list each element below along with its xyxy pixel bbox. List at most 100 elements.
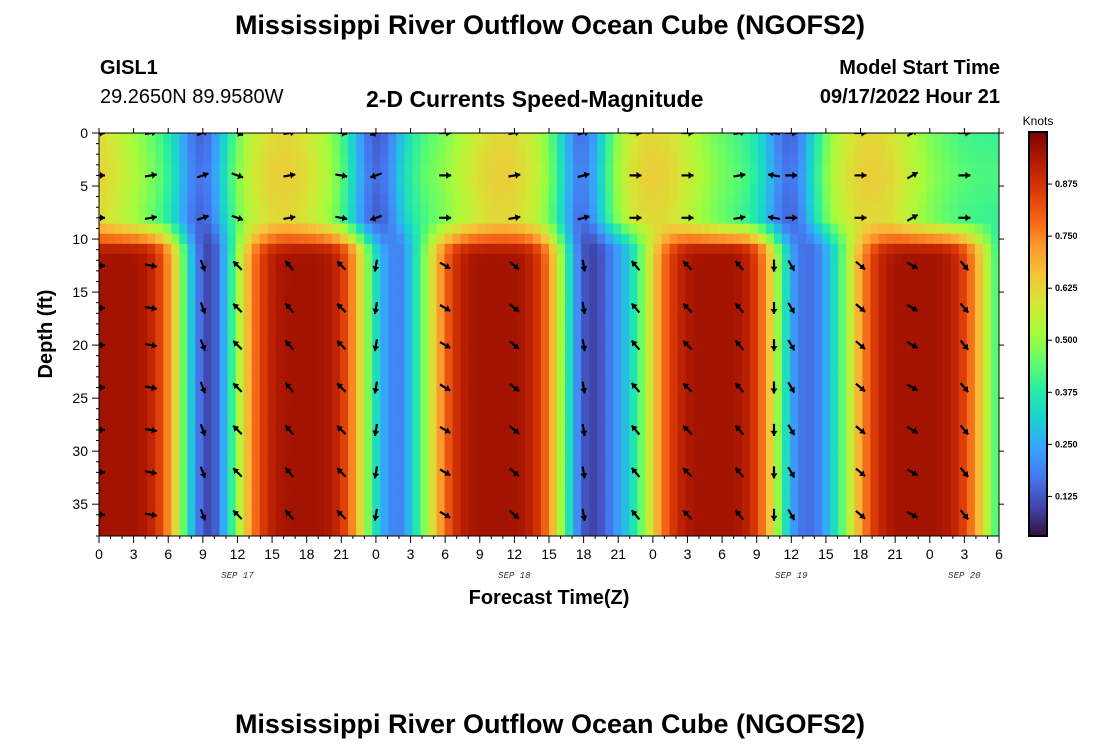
heatmap-cell	[549, 515, 558, 527]
heatmap-cell	[211, 455, 221, 467]
heatmap-cell	[428, 334, 438, 346]
heatmap-cell	[404, 384, 413, 396]
heatmap-cell	[315, 415, 325, 426]
heatmap-cell	[661, 334, 671, 346]
heatmap-cell	[982, 253, 992, 265]
heatmap-cell	[774, 525, 783, 536]
heatmap-cell	[974, 143, 984, 154]
heatmap-cell	[243, 384, 253, 396]
heatmap-cell	[123, 374, 132, 386]
heatmap-cell	[364, 374, 373, 386]
heatmap-cell	[926, 314, 936, 326]
heatmap-cell	[227, 243, 237, 255]
heatmap-cell	[549, 253, 558, 265]
heatmap-cell	[982, 374, 992, 386]
x-tick-label: 6	[718, 546, 726, 562]
heatmap-cell	[565, 203, 574, 215]
heatmap-cell	[701, 284, 711, 295]
heatmap-cell	[251, 475, 261, 487]
heatmap-cell	[717, 445, 727, 456]
heatmap-cell	[854, 163, 863, 174]
heatmap-cell	[412, 223, 422, 235]
heatmap-cell	[179, 143, 188, 154]
heatmap-cell	[862, 364, 872, 376]
heatmap-cell	[878, 354, 888, 366]
heatmap-cell	[428, 243, 438, 255]
heatmap-cell	[709, 505, 719, 517]
heatmap-cell	[315, 334, 325, 346]
heatmap-cell	[219, 495, 229, 507]
heatmap-cell	[348, 163, 357, 174]
heatmap-cell	[420, 455, 430, 467]
heatmap-cell	[806, 153, 815, 164]
heatmap-cell	[782, 243, 791, 255]
heatmap-cell	[573, 374, 582, 386]
heatmap-cell	[179, 294, 188, 305]
heatmap-cell	[468, 405, 478, 416]
heatmap-cell	[629, 334, 638, 346]
current-vector-arrow	[785, 214, 798, 222]
heatmap-cell	[701, 223, 711, 235]
heatmap-cell	[757, 263, 767, 275]
heatmap-cell	[717, 364, 727, 376]
heatmap-cell	[259, 304, 269, 315]
heatmap-cell	[532, 445, 542, 456]
heatmap-cell	[107, 525, 116, 536]
heatmap-cell	[227, 143, 237, 154]
current-vector-arrow	[854, 171, 867, 179]
heatmap-cell	[934, 344, 944, 356]
heatmap-cell	[926, 344, 936, 356]
heatmap-cell	[966, 525, 976, 536]
heatmap-cell	[436, 445, 446, 456]
heatmap-cell	[324, 173, 333, 184]
current-vector-arrow	[199, 423, 207, 436]
heatmap-cell	[629, 354, 638, 366]
heatmap-cell	[782, 203, 791, 215]
heatmap-cell	[982, 133, 992, 144]
heatmap-cell	[275, 415, 285, 426]
heatmap-cell	[798, 253, 807, 265]
heatmap-cell	[139, 505, 148, 517]
heatmap-cell	[267, 263, 277, 275]
heatmap-cell	[822, 445, 831, 456]
heatmap-cell	[227, 284, 237, 295]
heatmap-cell	[621, 425, 630, 436]
heatmap-cell	[685, 465, 695, 477]
heatmap-cell	[581, 354, 590, 366]
heatmap-cell	[388, 435, 397, 446]
heatmap-cell	[597, 525, 606, 536]
heatmap-cell	[540, 455, 550, 467]
heatmap-cell	[251, 445, 261, 456]
heatmap-cell	[854, 253, 863, 265]
heatmap-cell	[669, 354, 679, 366]
heatmap-cell	[894, 233, 904, 245]
heatmap-cell	[838, 485, 847, 497]
heatmap-cell	[838, 505, 847, 517]
heatmap-cell	[444, 314, 454, 326]
heatmap-cell	[565, 163, 574, 174]
heatmap-cell	[396, 213, 405, 225]
heatmap-cell	[749, 274, 759, 285]
heatmap-cell	[613, 153, 622, 164]
heatmap-cell	[115, 425, 124, 436]
heatmap-cell	[219, 304, 229, 315]
heatmap-cell	[733, 475, 743, 487]
heatmap-cell	[741, 173, 751, 184]
heatmap-cell	[332, 415, 341, 426]
heatmap-cell	[315, 384, 325, 396]
heatmap-cell	[902, 193, 912, 205]
heatmap-cell	[283, 314, 293, 326]
heatmap-cell	[605, 384, 614, 396]
heatmap-cell	[693, 233, 703, 245]
heatmap-cell	[291, 515, 301, 527]
heatmap-cell	[235, 233, 245, 245]
heatmap-cell	[942, 405, 952, 416]
heatmap-cell	[661, 465, 671, 477]
heatmap-cell	[492, 324, 502, 336]
heatmap-cell	[557, 394, 566, 406]
heatmap-cell	[549, 394, 558, 406]
heatmap-cell	[420, 173, 430, 184]
heatmap-cell	[299, 173, 309, 184]
heatmap-cell	[629, 133, 638, 144]
heatmap-cell	[806, 223, 815, 235]
